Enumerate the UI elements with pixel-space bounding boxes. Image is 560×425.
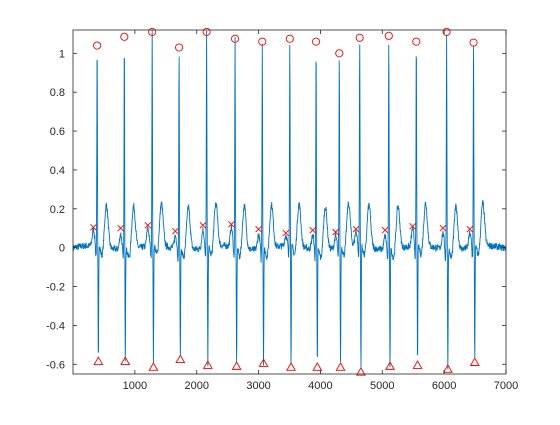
y-tick-label: 0.6 — [50, 126, 65, 138]
s-trough-marker — [355, 366, 366, 376]
p-wave-marker — [228, 221, 235, 228]
marker-layer — [90, 27, 480, 376]
ecg-signal-line — [73, 30, 506, 370]
s-trough-marker — [286, 362, 297, 371]
r-peak-marker — [231, 34, 240, 43]
r-peak-marker — [120, 32, 129, 41]
p-wave-marker — [282, 229, 290, 237]
y-tick-label: 0.2 — [50, 204, 65, 216]
r-peak-marker — [412, 37, 421, 46]
y-tick-label: -0.6 — [46, 359, 65, 371]
y-tick-label: 0.8 — [50, 87, 65, 99]
s-trough-marker — [442, 364, 453, 373]
axes-box — [72, 29, 507, 375]
r-peak-marker — [175, 43, 184, 52]
r-peak-marker — [148, 27, 157, 36]
r-peak-marker — [258, 37, 267, 46]
p-wave-marker — [90, 223, 97, 231]
r-peak-marker — [202, 27, 211, 36]
s-trough-marker — [469, 357, 480, 366]
p-wave-marker — [439, 224, 447, 232]
x-tick-label: 1000 — [123, 380, 147, 392]
s-trough-marker — [412, 360, 423, 369]
p-wave-marker — [199, 222, 207, 229]
r-peak-marker — [384, 31, 393, 40]
s-trough-marker — [148, 362, 159, 371]
x-tick-label: 2000 — [184, 380, 208, 392]
p-wave-marker — [332, 228, 339, 236]
x-tick-label: 6000 — [432, 380, 456, 392]
p-wave-marker — [255, 225, 262, 233]
r-peak-marker — [335, 49, 344, 58]
r-peak-marker — [93, 41, 102, 50]
p-wave-marker — [172, 227, 179, 235]
y-tick-label: 1 — [59, 48, 65, 60]
signal-layer — [73, 30, 506, 370]
x-tick-label: 5000 — [370, 380, 394, 392]
r-peak-marker — [312, 37, 321, 46]
r-peak-marker — [355, 33, 364, 42]
r-peak-marker — [285, 34, 294, 43]
s-trough-marker — [335, 362, 346, 371]
y-tick-label: -0.2 — [46, 282, 65, 294]
s-trough-marker — [202, 360, 213, 369]
p-wave-marker — [144, 222, 152, 229]
y-tick-label: -0.4 — [46, 320, 65, 332]
s-trough-marker — [231, 361, 242, 370]
s-trough-marker — [258, 358, 269, 367]
x-tick-label: 7000 — [494, 380, 518, 392]
x-tick-label: 3000 — [246, 380, 270, 392]
p-wave-marker — [117, 224, 124, 232]
s-trough-marker — [93, 356, 104, 365]
p-wave-marker — [409, 222, 416, 230]
y-tick-label: 0.4 — [50, 165, 65, 177]
s-trough-marker — [312, 362, 323, 371]
p-wave-marker — [466, 225, 474, 233]
tick-layer: 1000 2000 3000 4000 5000 6000 7000 -0.6 -0.4 -0.2… — [46, 30, 518, 392]
x-tick-label: 4000 — [308, 380, 332, 392]
s-trough-marker — [120, 356, 131, 365]
r-peak-marker — [469, 38, 478, 47]
y-tick-label: 0 — [59, 243, 65, 255]
r-peak-marker — [442, 27, 451, 36]
p-wave-marker — [381, 226, 389, 234]
s-trough-marker — [385, 361, 395, 370]
s-trough-marker — [175, 354, 186, 364]
p-wave-marker — [309, 226, 317, 234]
p-wave-marker — [352, 225, 360, 233]
